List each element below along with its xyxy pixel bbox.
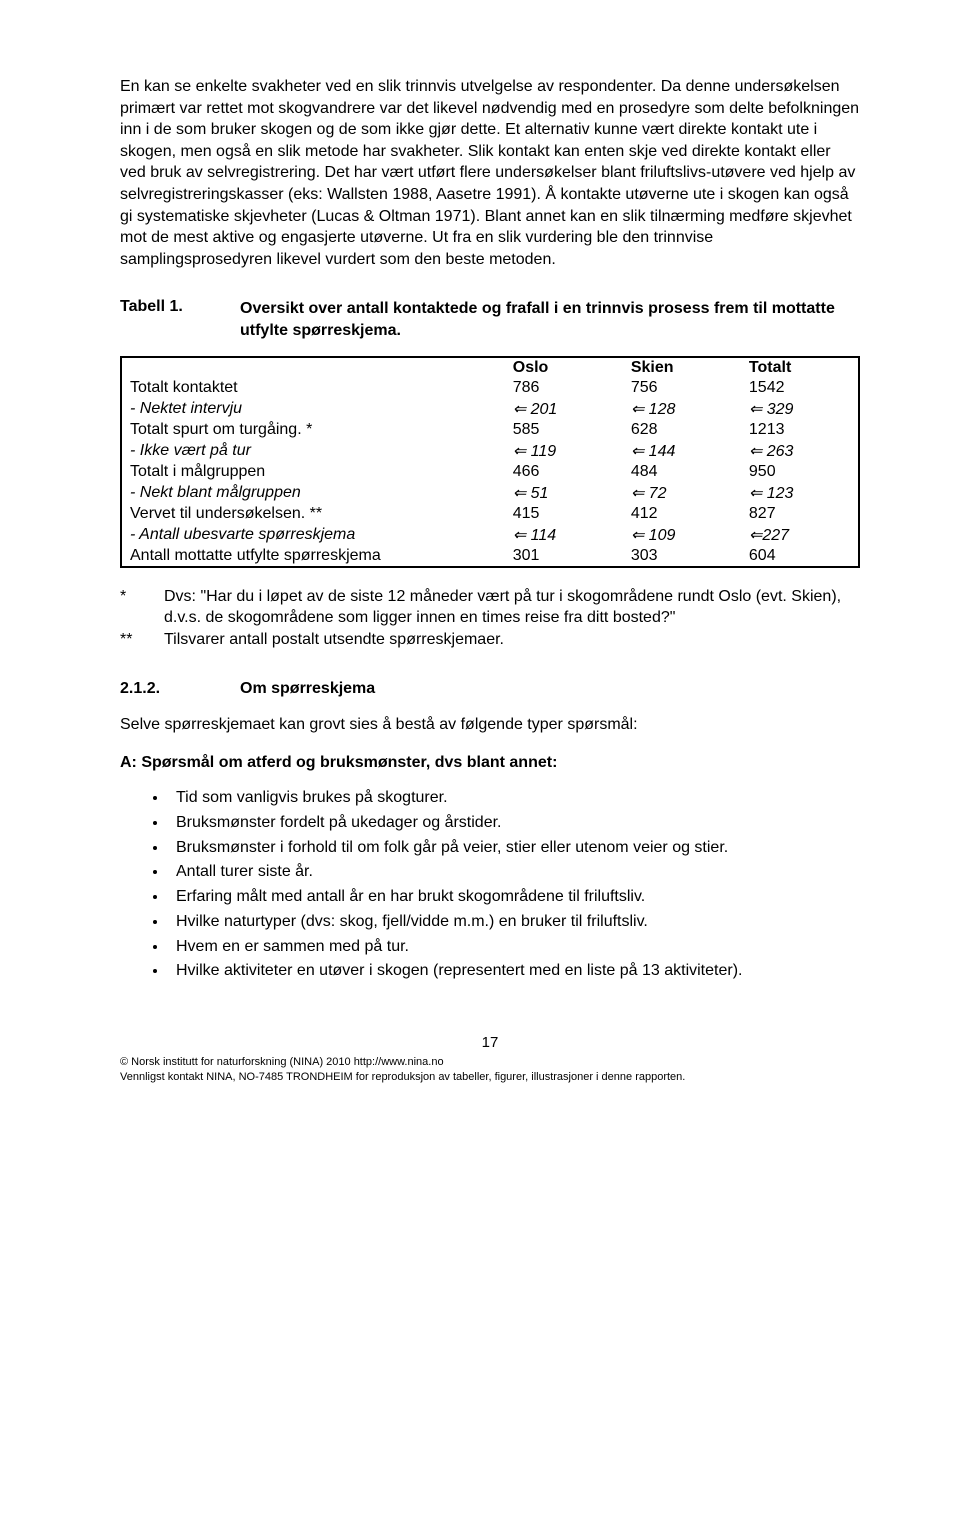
list-item: Hvilke naturtyper (dvs: skog, fjell/vidd…: [168, 910, 860, 935]
table-row: - Ikke vært på tur ⇐ 119 ⇐ 144 ⇐ 263: [121, 440, 859, 462]
col-oslo: Oslo: [505, 357, 623, 378]
cell: 585: [505, 420, 623, 440]
row-label: - Antall ubesvarte spørreskjema: [121, 524, 505, 546]
cell: 827: [741, 504, 859, 524]
cell: 628: [623, 420, 741, 440]
bullet-list: Tid som vanligvis brukes på skogturer. B…: [120, 786, 860, 984]
cell: ⇐ 329: [741, 398, 859, 420]
footer: © Norsk institutt for naturforskning (NI…: [120, 1055, 860, 1084]
cell: ⇐ 51: [505, 482, 623, 504]
table-header-row: Oslo Skien Totalt: [121, 357, 859, 378]
cell: 484: [623, 462, 741, 482]
note-text: Dvs: "Har du i løpet av de siste 12 måne…: [164, 586, 860, 629]
col-skien: Skien: [623, 357, 741, 378]
row-label: Totalt i målgruppen: [121, 462, 505, 482]
cell: 786: [505, 378, 623, 398]
col-blank: [121, 357, 505, 378]
cell: ⇐ 72: [623, 482, 741, 504]
table-row: Totalt spurt om turgåing. * 585 628 1213: [121, 420, 859, 440]
col-totalt: Totalt: [741, 357, 859, 378]
subheading-a: A: Spørsmål om atferd og bruksmønster, d…: [120, 754, 860, 772]
table-row: Totalt kontaktet 786 756 1542: [121, 378, 859, 398]
data-table: Oslo Skien Totalt Totalt kontaktet 786 7…: [120, 356, 860, 568]
table-row: Antall mottatte utfylte spørreskjema 301…: [121, 546, 859, 567]
row-label: Vervet til undersøkelsen. **: [121, 504, 505, 524]
row-label: - Nektet intervju: [121, 398, 505, 420]
table-row: Vervet til undersøkelsen. ** 415 412 827: [121, 504, 859, 524]
list-item: Bruksmønster fordelt på ukedager og årst…: [168, 811, 860, 836]
row-label: - Ikke vært på tur: [121, 440, 505, 462]
list-item: Erfaring målt med antall år en har brukt…: [168, 885, 860, 910]
list-item: Bruksmønster i forhold til om folk går p…: [168, 836, 860, 861]
cell: 415: [505, 504, 623, 524]
note-mark: *: [120, 586, 164, 629]
footer-line-2: Vennligst kontakt NINA, NO-7485 TRONDHEI…: [120, 1070, 860, 1084]
footer-line-1: © Norsk institutt for naturforskning (NI…: [120, 1055, 860, 1069]
list-item: Tid som vanligvis brukes på skogturer.: [168, 786, 860, 811]
page: En kan se enkelte svakheter ved en slik …: [0, 0, 960, 1526]
section-heading: 2.1.2. Om spørreskjema: [120, 680, 860, 698]
table-body: Totalt kontaktet 786 756 1542 - Nektet i…: [121, 378, 859, 567]
table-row: - Nektet intervju ⇐ 201 ⇐ 128 ⇐ 329: [121, 398, 859, 420]
cell: 466: [505, 462, 623, 482]
section-number: 2.1.2.: [120, 680, 240, 698]
cell: ⇐ 144: [623, 440, 741, 462]
section-title: Om spørreskjema: [240, 680, 375, 698]
cell: 301: [505, 546, 623, 567]
cell: 756: [623, 378, 741, 398]
table-row: - Nekt blant målgruppen ⇐ 51 ⇐ 72 ⇐ 123: [121, 482, 859, 504]
row-label: Totalt kontaktet: [121, 378, 505, 398]
table-notes: * Dvs: "Har du i løpet av de siste 12 må…: [120, 586, 860, 651]
table-caption: Tabell 1. Oversikt over antall kontakted…: [120, 298, 860, 341]
note-mark: **: [120, 629, 164, 651]
cell: 950: [741, 462, 859, 482]
cell: ⇐ 128: [623, 398, 741, 420]
body-paragraph-1: En kan se enkelte svakheter ved en slik …: [120, 76, 860, 270]
cell: 604: [741, 546, 859, 567]
cell: ⇐ 263: [741, 440, 859, 462]
list-item: Antall turer siste år.: [168, 860, 860, 885]
table-label: Tabell 1.: [120, 298, 240, 316]
row-label: - Nekt blant målgruppen: [121, 482, 505, 504]
cell: ⇐ 123: [741, 482, 859, 504]
list-item: Hvem en er sammen med på tur.: [168, 935, 860, 960]
table-title: Oversikt over antall kontaktede og frafa…: [240, 298, 860, 341]
cell: ⇐ 201: [505, 398, 623, 420]
cell: 303: [623, 546, 741, 567]
table-row: Totalt i målgruppen 466 484 950: [121, 462, 859, 482]
note-2: ** Tilsvarer antall postalt utsendte spø…: [120, 629, 860, 651]
table-row: - Antall ubesvarte spørreskjema ⇐ 114 ⇐ …: [121, 524, 859, 546]
row-label: Antall mottatte utfylte spørreskjema: [121, 546, 505, 567]
cell: ⇐227: [741, 524, 859, 546]
note-1: * Dvs: "Har du i løpet av de siste 12 må…: [120, 586, 860, 629]
cell: 412: [623, 504, 741, 524]
cell: ⇐ 109: [623, 524, 741, 546]
body-paragraph-2: Selve spørreskjemaet kan grovt sies å be…: [120, 714, 860, 736]
list-item: Hvilke aktiviteter en utøver i skogen (r…: [168, 959, 860, 984]
cell: 1213: [741, 420, 859, 440]
row-label: Totalt spurt om turgåing. *: [121, 420, 505, 440]
note-text: Tilsvarer antall postalt utsendte spørre…: [164, 629, 860, 651]
page-number: 17: [120, 1034, 860, 1051]
cell: ⇐ 119: [505, 440, 623, 462]
cell: 1542: [741, 378, 859, 398]
cell: ⇐ 114: [505, 524, 623, 546]
